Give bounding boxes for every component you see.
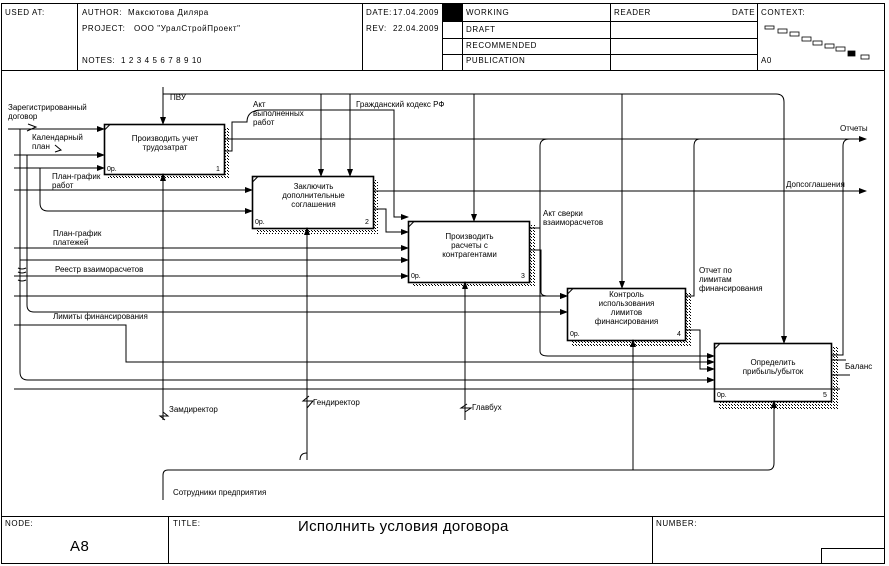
label-deputy-director: Замдиректор [169, 405, 218, 414]
activity-5-number: 5 [823, 392, 827, 399]
label-balance: Баланс [845, 362, 873, 371]
reader-label: READER [614, 8, 651, 17]
activity-4-label: Контроль использования лимитов финансиро… [594, 290, 659, 326]
label-calendar-plan: Календарный план [32, 133, 83, 151]
project-value: ООО "УралСтройПроект" [134, 24, 241, 33]
date-label: DATE: [366, 8, 392, 17]
number-label: NUMBER: [656, 519, 698, 528]
activity-3-label: Производить расчеты с контрагентами [442, 232, 497, 259]
label-payment-plan: План-график платежей [53, 229, 102, 247]
status-publication: PUBLICATION [466, 56, 526, 65]
arrow-network [8, 87, 867, 500]
label-work-plan: План-график работ [52, 172, 101, 190]
activity-1-cost: 0р. [107, 166, 117, 173]
label-finance-limits: Лимиты финансирования [53, 312, 148, 321]
arrow-employees [162, 400, 777, 500]
activity-2-cost: 0р. [255, 219, 265, 226]
activity-5-cost: 0р. [717, 392, 727, 399]
status-draft: DRAFT [466, 25, 496, 34]
rev-label: REV: [366, 24, 387, 33]
activity-5-label: Определить прибыль/убыток [742, 358, 804, 376]
activity-1-number: 1 [216, 166, 220, 173]
activity-box-1[interactable] [103, 123, 230, 179]
reader-date-label: DATE [732, 8, 756, 17]
notes-label: NOTES: [82, 56, 116, 65]
tunnel-marks [17, 267, 27, 282]
notes-value: 1 2 3 4 5 6 7 8 9 10 [121, 56, 202, 65]
label-employees: Сотрудники предприятия [173, 488, 267, 497]
label-pvu: ПВУ [170, 93, 186, 102]
label-supplementary: Допсоглашения [786, 180, 845, 189]
activity-2-label: Заключить дополнительные соглашения [282, 182, 345, 209]
label-chief-accountant: Главбух [472, 403, 502, 412]
label-reports: Отчеты [840, 124, 868, 133]
context-map [764, 25, 870, 60]
activity-4-number: 4 [677, 331, 681, 338]
label-settlement-register: Реестр взаиморасчетов [55, 265, 144, 274]
context-node: A0 [761, 56, 772, 65]
activity-1-label: Производить учет трудозатрат [131, 134, 199, 152]
activity-box-5[interactable] [713, 342, 839, 410]
author-label: AUTHOR: [82, 8, 123, 17]
node-label: NODE: [5, 519, 34, 528]
label-general-director: Гендиректор [313, 398, 360, 407]
project-label: PROJECT: [82, 24, 126, 33]
used-at-label: USED AT: [5, 8, 45, 17]
label-reconciliation-act: Акт сверки взаиморасчетов [543, 209, 604, 227]
status-recommended: RECOMMENDED [466, 41, 538, 50]
label-civil-code: Гражданский кодекс РФ [356, 100, 445, 109]
author-value: Максютова Диляра [128, 8, 209, 17]
label-limits-report: Отчет по лимитам финансирования [699, 266, 763, 293]
activity-box-4[interactable] [566, 287, 692, 347]
activity-2-number: 2 [365, 219, 369, 226]
header-grid [77, 3, 758, 71]
activity-3-number: 3 [521, 273, 525, 280]
context-label: CONTEXT: [761, 8, 806, 17]
label-registered-contract: Зарегистрированный договор [8, 103, 87, 121]
activity-4-cost: 0р. [570, 331, 580, 338]
label-work-act: Акт выполненных работ [253, 100, 304, 127]
footer-grid [168, 516, 885, 564]
activity-box-2[interactable] [251, 175, 379, 235]
rev-value: 22.04.2009 [393, 24, 440, 33]
status-working: WORKING [466, 8, 510, 17]
title-label: TITLE: [173, 519, 201, 528]
working-status-marker [443, 4, 462, 21]
activity-box-3[interactable] [407, 220, 537, 288]
date-value: 17.04.2009 [393, 8, 440, 17]
activity-3-cost: 0р. [411, 273, 421, 280]
diagram-title: Исполнить условия договора [298, 518, 509, 535]
node-value: A8 [70, 538, 90, 555]
box-corner-ticks [104, 124, 721, 350]
